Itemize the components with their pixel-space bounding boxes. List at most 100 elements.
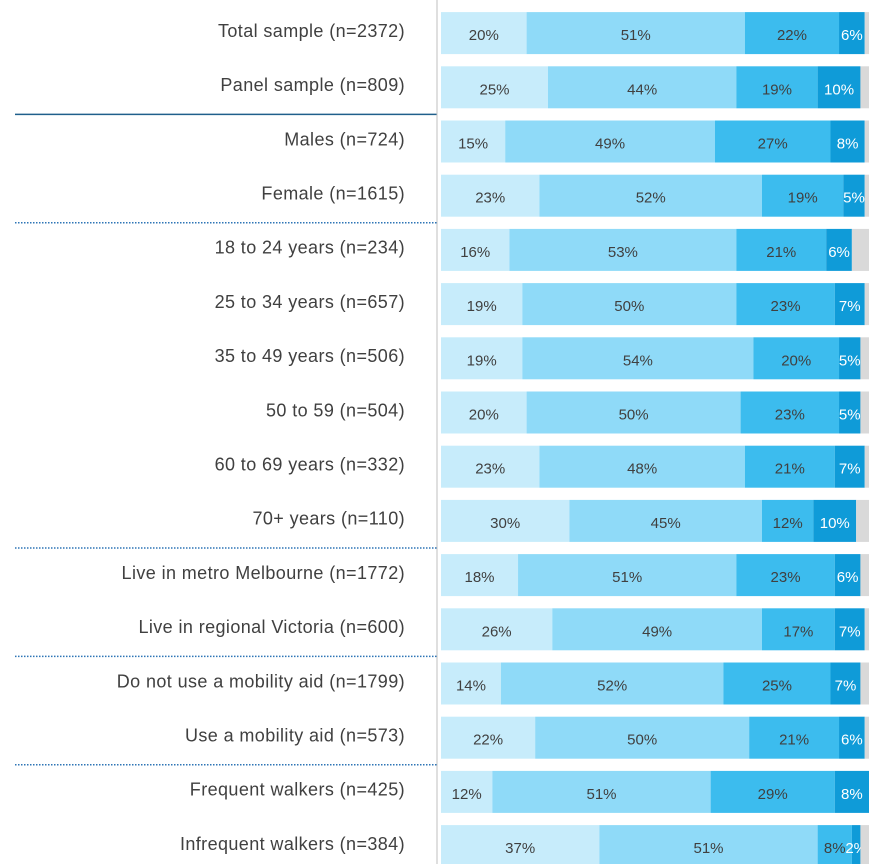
bar-segment: [441, 825, 600, 864]
category-label: Do not use a mobility aid (n=1799): [117, 671, 405, 691]
value-label: 44%: [627, 81, 657, 98]
value-label: 20%: [469, 27, 499, 44]
bar-segment: [860, 391, 869, 434]
bar-segment: [744, 12, 840, 55]
value-label: 21%: [779, 732, 809, 749]
value-label: 51%: [612, 569, 642, 586]
bar-segment: [441, 337, 523, 380]
bar-segment: [441, 499, 570, 542]
category-label: 35 to 49 years (n=506): [215, 346, 405, 366]
bar-segment: [762, 174, 844, 217]
category-label: Males (n=724): [284, 129, 405, 149]
bar-segment: [441, 554, 519, 597]
bar-segment: [762, 499, 814, 542]
value-label: 23%: [771, 298, 801, 315]
category-label: Infrequent walkers (n=384): [180, 834, 405, 854]
value-label: 49%: [595, 135, 625, 152]
bar-segment: [736, 554, 835, 597]
bar-segment: [749, 716, 840, 759]
bar-segment: [834, 283, 865, 326]
value-label: 49%: [642, 623, 672, 640]
value-label: 23%: [475, 461, 505, 478]
bar-segment: [830, 120, 865, 163]
value-label: 22%: [473, 732, 503, 749]
value-label: 19%: [467, 352, 497, 369]
bar-segment: [441, 770, 493, 813]
bar-segment: [736, 283, 835, 326]
value-label: 53%: [608, 244, 638, 261]
value-label: 19%: [788, 190, 818, 207]
bar-segment: [548, 66, 737, 109]
category-label: Total sample (n=2372): [218, 21, 405, 41]
bar-segment: [441, 283, 523, 326]
bar-segment: [539, 174, 762, 217]
bar-segment: [509, 228, 737, 271]
value-label: 52%: [597, 677, 627, 694]
value-label: 51%: [693, 840, 723, 857]
value-label: 7%: [839, 623, 861, 640]
bar-segment: [839, 716, 865, 759]
bar-segment: [834, 770, 869, 813]
value-label: 15%: [458, 135, 488, 152]
value-label: 10%: [820, 515, 850, 532]
bar-segment: [753, 337, 840, 380]
value-label: 23%: [771, 569, 801, 586]
category-label: 18 to 24 years (n=234): [215, 238, 405, 258]
bar-segment: [441, 445, 540, 488]
bar-segment: [552, 608, 762, 651]
bar-segment: [864, 445, 869, 488]
bar-segment: [714, 120, 831, 163]
value-label: 12%: [773, 515, 803, 532]
value-label: 54%: [623, 352, 653, 369]
value-label: 14%: [456, 677, 486, 694]
bar-segment: [441, 608, 553, 651]
bar-segment: [518, 554, 737, 597]
bar-segment: [843, 174, 865, 217]
category-label: 50 to 59 (n=504): [266, 400, 405, 420]
bar-segment: [762, 608, 835, 651]
value-label: 5%: [843, 190, 865, 207]
category-label: Panel sample (n=809): [220, 75, 405, 95]
category-label: Live in regional Victoria (n=600): [138, 617, 405, 637]
bar-segment: [723, 662, 831, 705]
bar-segment: [740, 391, 840, 434]
value-label: 21%: [766, 244, 796, 261]
value-label: 50%: [627, 732, 657, 749]
bar-segment: [441, 66, 548, 109]
bar-segment: [860, 66, 869, 109]
category-label: 25 to 34 years (n=657): [215, 292, 405, 312]
bar-segment: [500, 662, 724, 705]
bar-segment: [736, 66, 818, 109]
bar-segment: [864, 283, 869, 326]
value-label: 45%: [651, 515, 681, 532]
bar-segment: [441, 174, 540, 217]
value-label: 21%: [775, 461, 805, 478]
value-label: 8%: [841, 786, 863, 803]
bar-segment: [839, 337, 861, 380]
value-label: 37%: [505, 840, 535, 857]
bar-segment: [535, 716, 750, 759]
bar-segment: [839, 391, 861, 434]
category-label: Frequent walkers (n=425): [190, 780, 405, 800]
bar-segment: [817, 825, 852, 864]
bar-segment: [860, 554, 869, 597]
bar-segment: [526, 12, 745, 55]
bar-segment: [492, 770, 711, 813]
bar-segment: [539, 445, 745, 488]
category-label: Use a mobility aid (n=573): [185, 725, 405, 745]
bar-segment: [851, 825, 861, 864]
bar-segment: [864, 608, 869, 651]
value-label: 6%: [828, 244, 850, 261]
bar-segment: [864, 174, 869, 217]
value-label: 19%: [762, 81, 792, 98]
bar-segment: [826, 228, 852, 271]
value-label: 22%: [777, 27, 807, 44]
bar-segment: [505, 120, 715, 163]
category-label: Live in metro Melbourne (n=1772): [122, 563, 405, 583]
bar-segment: [441, 716, 536, 759]
value-label: 19%: [467, 298, 497, 315]
value-label: 18%: [465, 569, 495, 586]
bar-segment: [599, 825, 818, 864]
bar-segment: [710, 770, 835, 813]
